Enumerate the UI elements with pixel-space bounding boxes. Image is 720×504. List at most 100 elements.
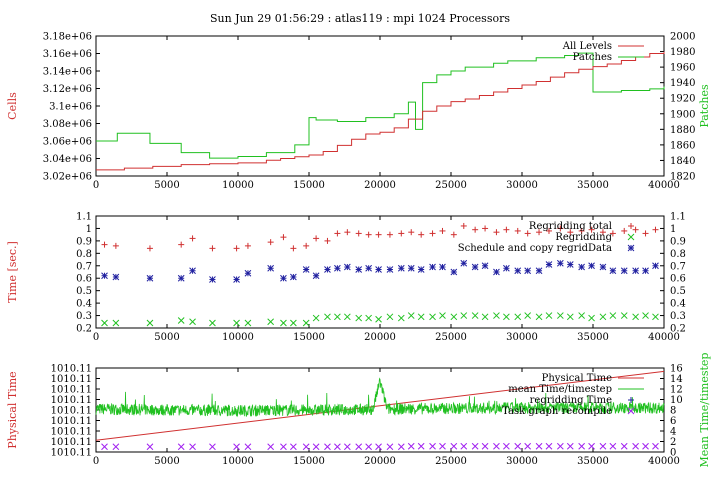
regridding-point xyxy=(290,319,297,327)
task-graph-recompile-point xyxy=(556,442,564,450)
panel-1-x-tick-label: 30000 xyxy=(506,180,538,191)
regridding-point xyxy=(599,313,607,321)
panel-2-y-tick-label: 0.8 xyxy=(76,249,92,260)
regridding-point xyxy=(302,319,310,327)
schedule-copy-point xyxy=(280,274,287,282)
panel-1-y-tick-label: 3.1e+06 xyxy=(49,102,92,113)
task-graph-recompile-point xyxy=(312,443,320,451)
schedule-copy-point xyxy=(312,272,320,280)
regridding-point xyxy=(535,313,543,321)
schedule-copy-point xyxy=(471,263,479,271)
task-graph-recompile-point xyxy=(493,442,500,450)
regridding-total-point xyxy=(632,226,639,233)
regridding-total-point xyxy=(101,241,108,248)
regridding-point xyxy=(503,313,510,321)
panel-2-y2-tick-label: 0.9 xyxy=(670,236,686,247)
regridding-point xyxy=(177,317,185,324)
regridding-total-point xyxy=(189,235,196,242)
panel-2-x-tick-label: 35000 xyxy=(577,332,609,343)
schedule-copy-point xyxy=(407,264,415,272)
panel-3-y-tick-label: 1010.11 xyxy=(51,385,92,396)
panel-2-legend-swatch xyxy=(627,233,635,241)
task-graph-recompile-point xyxy=(302,443,310,451)
task-graph-recompile-point xyxy=(343,443,351,451)
regridding-total-point xyxy=(503,226,510,233)
task-graph-recompile-point xyxy=(439,442,446,450)
panel-1-ylabel-right: Patches xyxy=(698,84,711,128)
regridding-total-point xyxy=(386,231,393,238)
schedule-copy-point xyxy=(545,261,553,268)
task-graph-recompile-point xyxy=(429,442,436,450)
schedule-copy-point xyxy=(244,269,252,277)
regridding-point xyxy=(397,314,405,322)
panel-2-x-tick-label: 0 xyxy=(93,332,99,343)
panel-2-x-tick-label: 20000 xyxy=(364,332,396,343)
schedule-copy-point xyxy=(290,273,297,281)
schedule-copy-point xyxy=(365,264,372,272)
regridding-total-point xyxy=(375,231,382,238)
panel-2-y-tick-label: 1.1 xyxy=(76,212,92,223)
panel-1-y-tick-label: 3.18e+06 xyxy=(43,32,92,43)
panel-3-y-tick-label: 1010.11 xyxy=(51,448,92,459)
regridding-total-point xyxy=(233,245,240,252)
panel-3-legend-swatch xyxy=(628,397,634,403)
task-graph-recompile-point xyxy=(632,442,639,450)
panel-3-x-tick-label: 40000 xyxy=(648,456,680,467)
regridding-point xyxy=(209,319,216,327)
schedule-copy-point xyxy=(146,274,154,282)
panel-1-x-tick-label: 20000 xyxy=(364,180,396,191)
task-graph-recompile-point xyxy=(609,442,617,450)
panel-2-y-tick-label: 0.7 xyxy=(76,261,92,272)
panel-1-y-tick-label: 3.06e+06 xyxy=(43,137,92,148)
regridding-total-point xyxy=(146,245,153,252)
schedule-copy-point xyxy=(302,266,310,273)
panel-3-y2-tick-label: 8 xyxy=(670,406,676,417)
panel-2-x-tick-label: 5000 xyxy=(154,332,179,343)
regridding-point xyxy=(481,313,489,321)
panel-1-y2-tick-label: 1980 xyxy=(670,47,695,58)
regridding-total-point xyxy=(493,229,500,236)
task-graph-recompile-point xyxy=(375,443,382,451)
panel-3-ylabel-right: Mean Time/timestep xyxy=(698,353,711,468)
task-graph-recompile-point xyxy=(177,443,185,451)
schedule-copy-point xyxy=(334,264,341,272)
regridding-point xyxy=(556,312,564,319)
task-graph-recompile-point xyxy=(244,443,252,451)
regridding-total-point xyxy=(209,245,216,252)
panel-2-legend-label: Regridding xyxy=(555,232,612,243)
schedule-copy-point xyxy=(620,267,628,275)
schedule-copy-point xyxy=(386,266,394,273)
panel-1-x-tick-label: 25000 xyxy=(435,180,467,191)
schedule-copy-point xyxy=(566,261,574,268)
schedule-copy-point xyxy=(460,259,468,267)
regridding-point xyxy=(355,314,363,322)
task-graph-recompile-point xyxy=(101,443,108,451)
panel-1-y-tick-label: 3.14e+06 xyxy=(43,67,92,78)
task-graph-recompile-point xyxy=(514,442,522,450)
panel-3-y2-tick-label: 14 xyxy=(670,374,683,385)
task-graph-recompile-point xyxy=(524,442,532,450)
panel-3-y-tick-label: 1010.11 xyxy=(51,416,92,427)
regridding-point xyxy=(244,319,252,327)
panel-2-y-tick-label: 0.9 xyxy=(76,236,92,247)
task-graph-recompile-point xyxy=(599,442,607,450)
panel-3-y2-tick-label: 0 xyxy=(670,448,676,459)
schedule-copy-point xyxy=(429,263,436,271)
schedule-copy-point xyxy=(652,262,659,270)
regridding-total-point xyxy=(178,241,185,248)
regridding-point xyxy=(267,318,275,326)
regridding-point xyxy=(493,312,500,319)
panel-1-x-tick-label: 35000 xyxy=(577,180,609,191)
regridding-total-point xyxy=(450,231,457,238)
task-graph-recompile-point xyxy=(355,443,363,451)
schedule-copy-point xyxy=(267,264,275,272)
panel-1-y2-tick-label: 1960 xyxy=(670,63,695,74)
schedule-copy-point xyxy=(556,259,564,267)
panel-2-ylabel: Time [sec.] xyxy=(6,241,19,303)
schedule-copy-point xyxy=(609,267,617,275)
regridding-point xyxy=(588,314,595,322)
regridding-point xyxy=(642,312,649,319)
schedule-copy-point xyxy=(450,268,458,276)
schedule-copy-point xyxy=(355,266,363,273)
task-graph-recompile-point xyxy=(535,442,543,450)
